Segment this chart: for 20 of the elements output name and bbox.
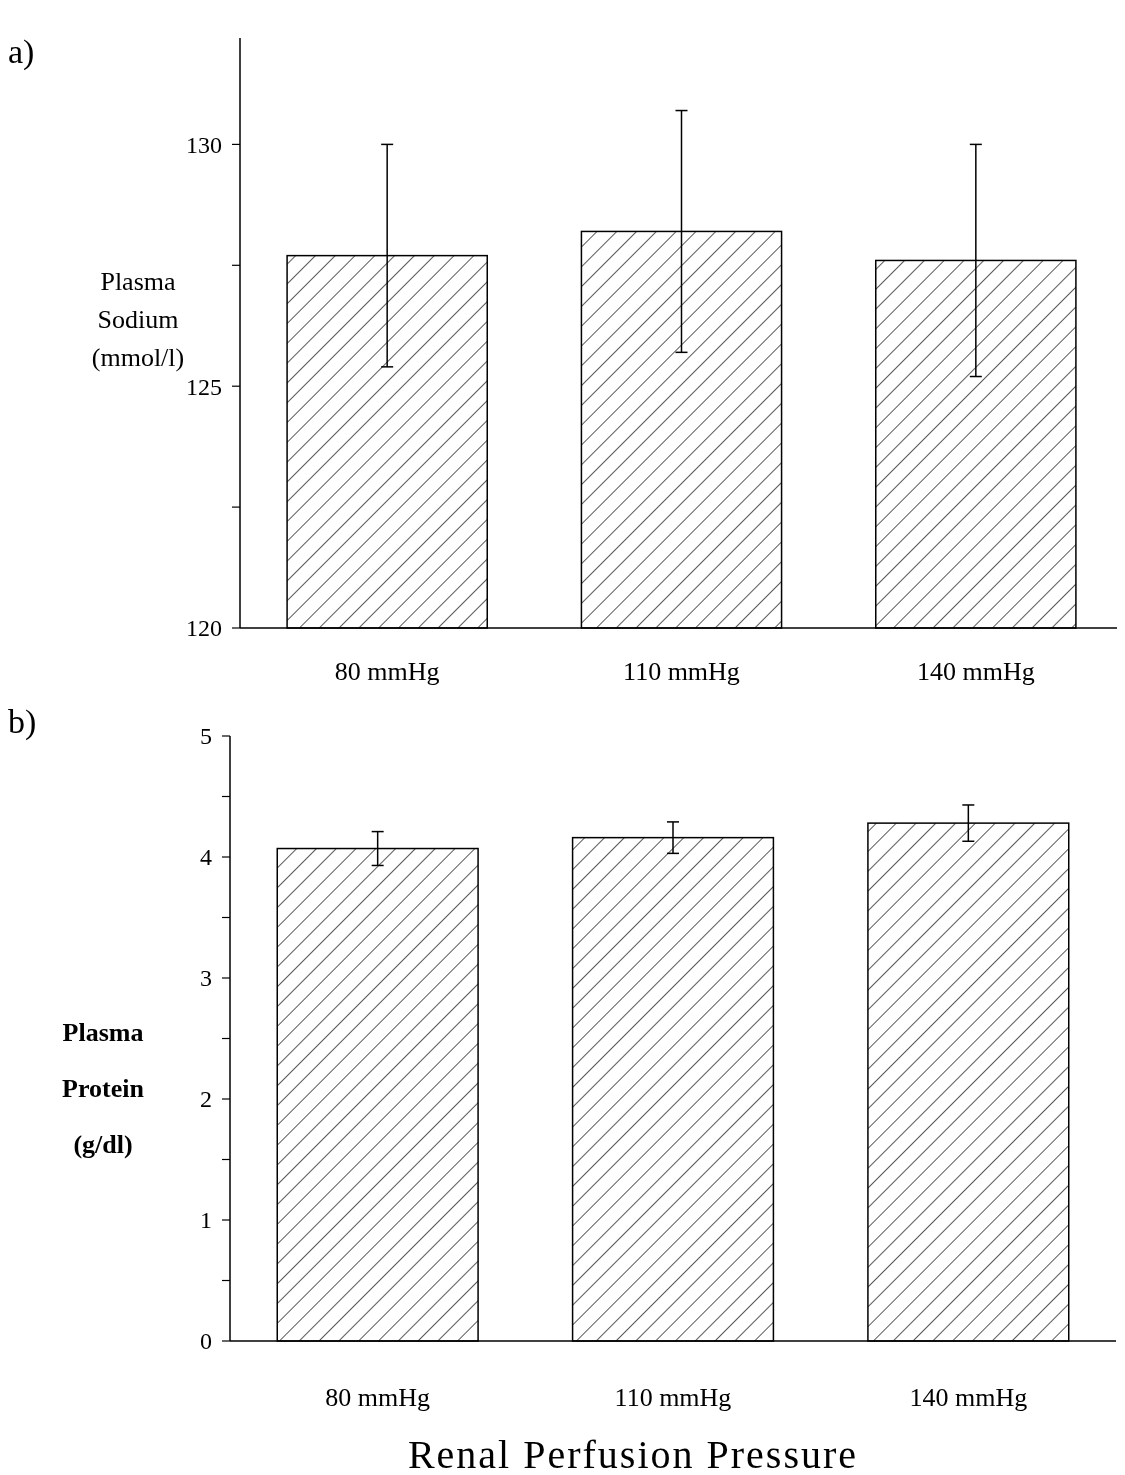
chart-title: b) (8, 703, 37, 741)
y-axis-title: Plasma Protein (g/dl) (62, 1017, 145, 1159)
x-axis-title: Renal Perfusion Pressure (407, 1432, 859, 1475)
x-tick-label: 110 mmHg (614, 1383, 732, 1412)
x-tick-label: 140 mmHg (916, 657, 1035, 686)
chart-title: a) (8, 33, 35, 71)
y-tick-label: 130 (186, 131, 222, 158)
x-tick-label: 110 mmHg (623, 657, 740, 686)
x-tick-label: 140 mmHg (909, 1383, 1028, 1412)
y-axis-title: Plasma Sodium (mmol/l) (91, 267, 185, 372)
y-tick-label: 0 (200, 1328, 212, 1355)
y-tick-label: 2 (200, 1086, 212, 1113)
y-tick-label: 125 (186, 373, 222, 400)
y-tick-label: 4 (200, 844, 212, 871)
y-tick-label: 5 (200, 723, 212, 750)
y-tick-label: 1 (200, 1207, 212, 1234)
x-tick-label: 80 mmHg (325, 1383, 431, 1412)
y-tick-label: 120 (186, 615, 222, 642)
y-tick-label: 3 (200, 965, 212, 992)
x-tick-label: 80 mmHg (334, 657, 440, 686)
